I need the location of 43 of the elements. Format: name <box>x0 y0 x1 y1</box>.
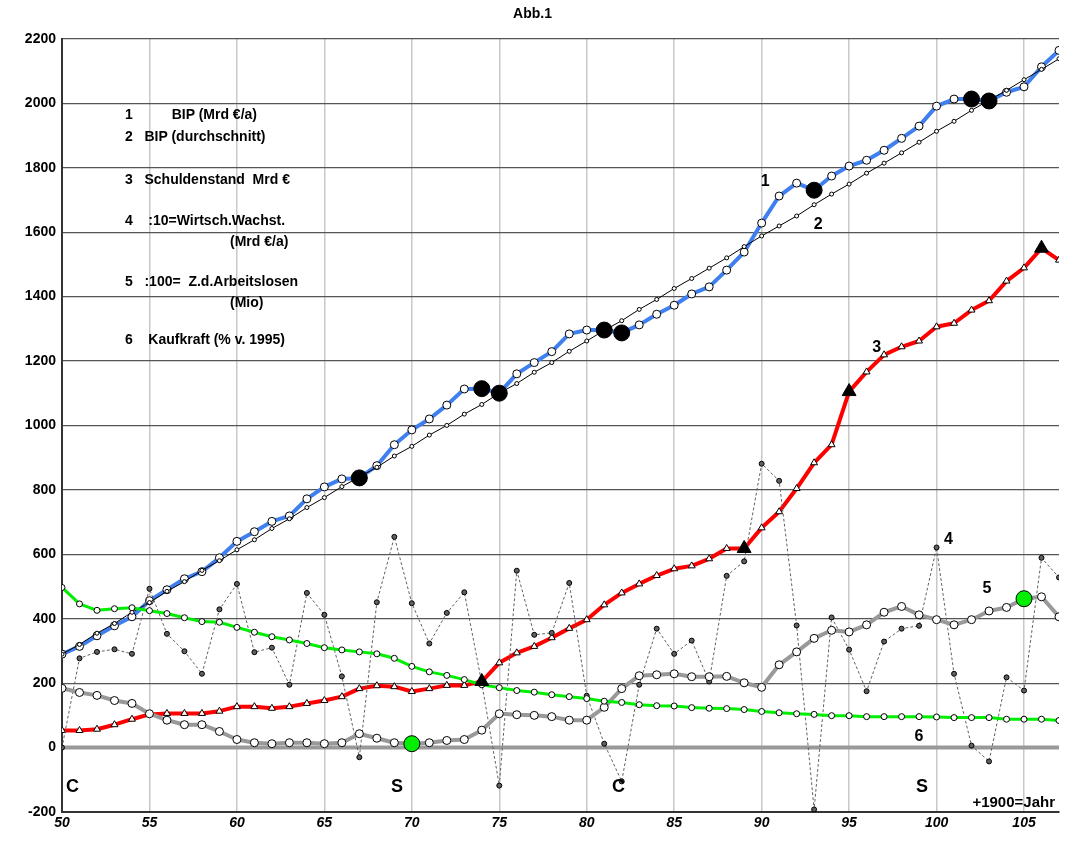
chart-title: Abb.1 <box>513 5 553 22</box>
annotation: C <box>612 776 625 797</box>
annotation: C <box>66 776 79 797</box>
y-tick-label: 2200 <box>24 29 57 46</box>
y-tick-label: 1400 <box>24 287 57 304</box>
x-tick-label: 65 <box>316 814 333 831</box>
annotation: 6 Kaufkraft (% v. 1995) <box>125 330 287 349</box>
annotation: 1 BIP (Mrd €/a) <box>125 105 258 124</box>
x-tick-label: 70 <box>404 814 420 831</box>
y-tick-label: 400 <box>32 609 57 626</box>
x-tick-label: 100 <box>924 814 949 831</box>
y-tick-label: 2000 <box>24 94 57 111</box>
y-tick-label: -200 <box>27 802 57 819</box>
annotation: S <box>916 776 929 797</box>
x-tick-label: 55 <box>141 814 158 831</box>
y-tick-label: 1200 <box>24 351 57 368</box>
annotation: 2 BIP (durchschnitt) <box>125 127 267 146</box>
annotation: 3 Schuldenstand Mrd € <box>125 170 291 189</box>
series-label: 6 <box>914 727 924 745</box>
y-tick-label: 1800 <box>24 158 57 175</box>
series-label: 4 <box>944 529 954 547</box>
y-tick-label: 1600 <box>24 222 57 239</box>
x-tick-label: 80 <box>578 814 595 831</box>
annotation: 5 :100= Z.d.Arbeitslosen (Mio) <box>125 272 300 312</box>
series-label: 1 <box>760 172 770 190</box>
x-tick-label: 50 <box>54 814 70 831</box>
series-label: 5 <box>982 579 992 597</box>
x-tick-label: 105 <box>1012 814 1036 831</box>
y-tick-label: 200 <box>32 673 57 690</box>
y-tick-label: 600 <box>32 545 57 562</box>
series-label: 3 <box>872 338 882 356</box>
y-tick-label: 1000 <box>24 416 57 433</box>
x-tick-label: 95 <box>841 814 858 831</box>
x-axis-title: +1900=Jahr <box>972 792 1056 810</box>
x-tick-label: 85 <box>666 814 683 831</box>
series-label: 2 <box>813 215 823 233</box>
y-tick-label: 800 <box>32 480 57 497</box>
x-tick-label: 60 <box>229 814 245 831</box>
annotation: S <box>391 776 404 797</box>
x-tick-label: 75 <box>491 814 508 831</box>
y-tick-label: 0 <box>48 738 57 755</box>
annotation: 4 :10=Wirtsch.Wachst. (Mrd €/a) <box>125 211 290 251</box>
x-tick-label: 90 <box>753 814 770 831</box>
